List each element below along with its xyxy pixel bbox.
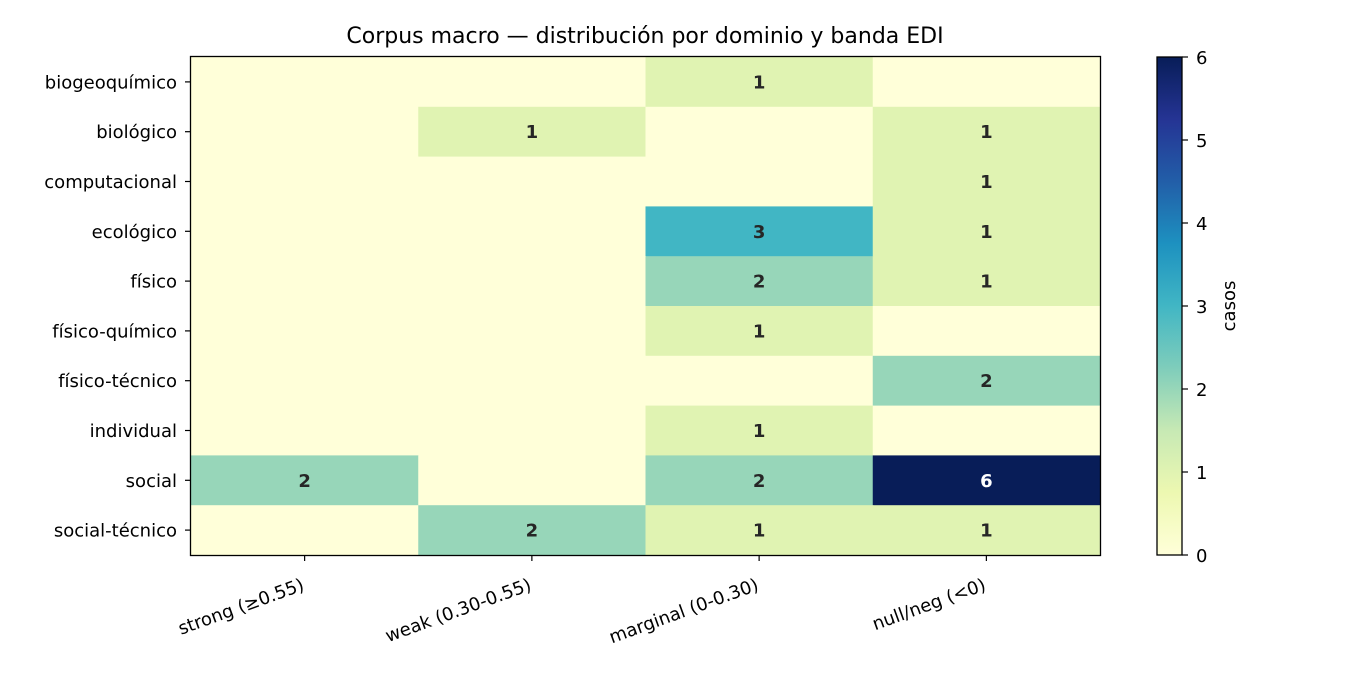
plot-frame — [189, 55, 1102, 557]
heatmap-cell — [191, 57, 419, 108]
y-tick-label: biológico — [96, 122, 177, 143]
colorbar-tick-label: 5 — [1196, 131, 1207, 152]
colorbar-tick-label: 6 — [1196, 48, 1207, 69]
heatmap-cell-label: 1 — [980, 172, 993, 193]
heatmap-cell — [645, 355, 874, 407]
heatmap-cell — [645, 106, 874, 158]
colorbar-tick-label: 2 — [1196, 380, 1207, 401]
y-tick-label: computacional — [44, 172, 177, 193]
y-tick-label: social-técnico — [54, 521, 177, 542]
x-tick-label: marginal (0-0.30) — [606, 575, 761, 649]
heatmap-cell — [418, 505, 647, 556]
x-tick-label: null/neg (<0) — [870, 575, 989, 635]
heatmap-cell — [645, 256, 874, 307]
heatmap-cell-label: 1 — [526, 122, 539, 143]
heatmap-cell — [191, 206, 419, 257]
heatmap-cell — [418, 57, 647, 108]
colorbar: 0 1 2 3 4 5 6 casos — [1156, 48, 1240, 567]
chart-title: Corpus macro — distribución por dominio … — [346, 24, 943, 49]
heatmap-cell — [872, 306, 1101, 357]
heatmap-cell-label: 3 — [753, 222, 766, 243]
heatmap-cell — [418, 405, 647, 456]
y-axis: biogeoquímico biológico computacional ecoló… — [44, 72, 191, 542]
heatmap-cell — [418, 256, 647, 307]
y-tick-label: físico-técnico — [58, 371, 177, 392]
x-tick-label: strong (≥0.55) — [176, 575, 307, 640]
heatmap-cell-label: 1 — [980, 521, 993, 542]
heatmap-cell — [191, 405, 419, 456]
heatmap-cell — [872, 355, 1101, 407]
y-tick-label: social — [126, 471, 177, 492]
heatmap-cell — [191, 455, 419, 506]
heatmap-cell — [418, 355, 647, 407]
y-tick-label: individual — [90, 421, 177, 442]
colorbar-tick-label: 4 — [1196, 214, 1207, 235]
heatmap-cell-label: 6 — [980, 471, 993, 492]
heatmap-cell — [645, 156, 874, 207]
heatmap-cell-label: 2 — [526, 521, 539, 542]
heatmap-cell — [872, 106, 1101, 158]
heatmap-cell-label: 1 — [980, 122, 993, 143]
heatmap-cell — [418, 306, 647, 357]
heatmap-cell — [645, 455, 874, 506]
colorbar-tick-label: 0 — [1196, 546, 1207, 567]
heatmap-cell-label: 2 — [753, 272, 766, 293]
heatmap-cells — [191, 57, 1101, 556]
heatmap-cell — [872, 206, 1101, 257]
heatmap-cell-label: 1 — [753, 72, 766, 93]
heatmap-cell — [872, 156, 1101, 207]
heatmap-cell — [418, 106, 647, 158]
heatmap-cell — [191, 505, 419, 556]
heatmap-cell — [191, 156, 419, 207]
heatmap-cell — [191, 256, 419, 307]
heatmap-cell-label: 1 — [980, 272, 993, 293]
heatmap-cell — [872, 455, 1101, 506]
heatmap-cell — [645, 306, 874, 357]
y-tick-label: biogeoquímico — [45, 72, 177, 93]
x-tick-label: weak (0.30-0.55) — [383, 575, 535, 647]
heatmap-cell — [418, 206, 647, 257]
heatmap-cell-label: 2 — [753, 471, 766, 492]
colorbar-tick-label: 1 — [1196, 463, 1207, 484]
colorbar-label: casos — [1219, 281, 1240, 332]
heatmap-cell — [191, 306, 419, 357]
y-tick-label: ecológico — [92, 222, 177, 243]
heatmap-cell — [418, 156, 647, 207]
heatmap-cell — [645, 57, 874, 108]
heatmap-cell-labels: 1 1 1 1 3 1 2 1 1 2 1 2 2 6 2 1 1 — [298, 72, 992, 541]
heatmap-cell — [418, 455, 647, 506]
heatmap-cell-label: 1 — [753, 421, 766, 442]
heatmap-cell-label: 2 — [980, 371, 993, 392]
colorbar-gradient — [1157, 57, 1182, 555]
heatmap-cell-label: 2 — [298, 471, 311, 492]
heatmap-cell — [645, 206, 874, 257]
heatmap-cell — [872, 57, 1101, 108]
heatmap-cell — [191, 106, 419, 158]
heatmap-cell — [645, 405, 874, 456]
heatmap-cell — [191, 355, 419, 407]
colorbar-tick-label: 3 — [1196, 297, 1207, 318]
colorbar-ticks: 0 1 2 3 4 5 6 — [1182, 48, 1207, 567]
heatmap-cell — [645, 505, 874, 556]
y-tick-label: físico-químico — [52, 321, 177, 342]
heatmap-cell-label: 1 — [980, 222, 993, 243]
heatmap-cell-label: 1 — [753, 321, 766, 342]
heatmap-cell — [872, 256, 1101, 307]
heatmap-cell — [872, 405, 1101, 456]
x-axis: strong (≥0.55) weak (0.30-0.55) marginal (… — [176, 555, 989, 648]
heatmap-cell — [872, 505, 1101, 556]
heatmap-cell-label: 1 — [753, 521, 766, 542]
y-tick-label: físico — [130, 272, 177, 293]
